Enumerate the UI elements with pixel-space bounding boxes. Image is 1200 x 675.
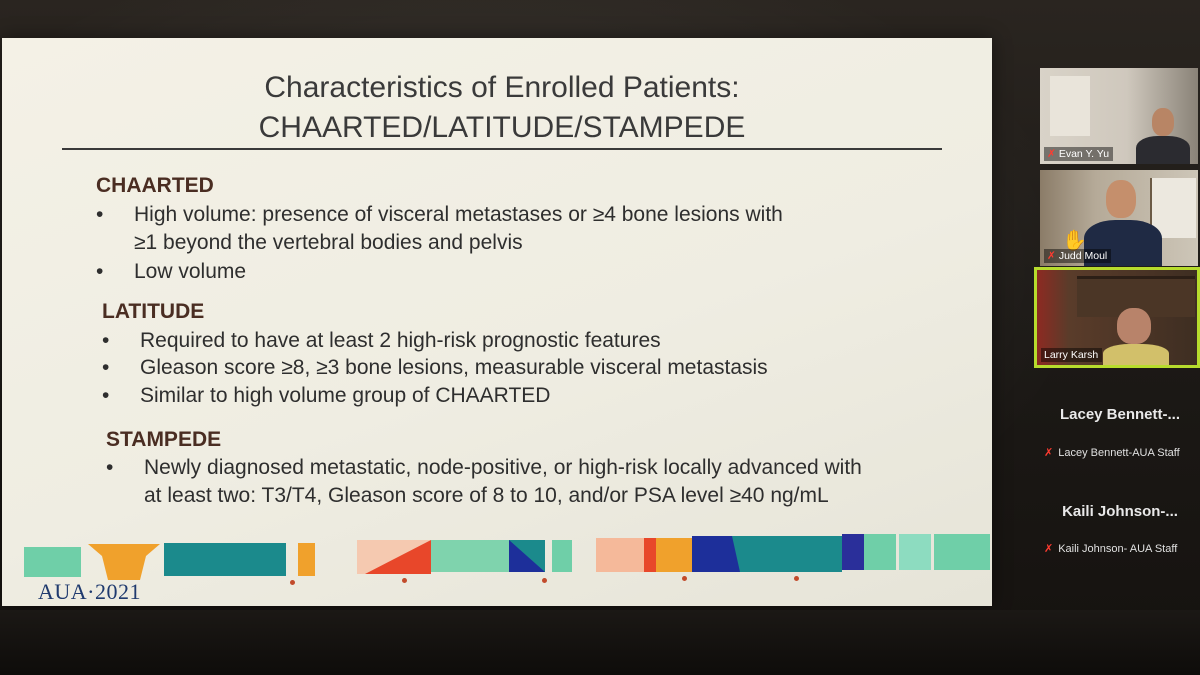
bullet-dot: • — [96, 260, 104, 283]
bullet-dot: • — [96, 203, 104, 226]
bullet-text: Similar to high volume group of CHAARTED — [140, 384, 551, 407]
participant-body — [1103, 344, 1169, 365]
deco-block — [842, 534, 864, 570]
deco-block — [552, 540, 572, 572]
mic-muted-icon: ✗ — [1047, 250, 1056, 262]
participant-name-label: Larry Karsh — [1041, 348, 1103, 362]
bullet-text: High volume: presence of visceral metast… — [134, 203, 783, 226]
deco-block — [644, 538, 656, 572]
bullet-dot: • — [102, 356, 110, 379]
deco-block — [934, 534, 990, 570]
participant-head — [1117, 308, 1151, 344]
bullet-text: ≥1 beyond the vertebral bodies and pelvi… — [134, 231, 523, 254]
mic-muted-icon: ✗ — [1044, 447, 1054, 459]
participant-name-lacey[interactable]: Lacey Bennett-... — [1059, 406, 1181, 423]
participant-name-kaili[interactable]: Kaili Johnson-... — [1062, 503, 1178, 520]
bullet-dot: • — [102, 329, 110, 352]
section-heading-stampede: STAMPEDE — [106, 428, 222, 451]
background-wall — [1050, 76, 1090, 136]
mic-muted-icon: ✗ — [1047, 148, 1056, 160]
section-heading-latitude: LATITUDE — [102, 300, 205, 323]
aua-2021-logo: AUA·2021 — [38, 579, 141, 604]
deco-block — [24, 547, 81, 577]
slide-title-line-1: Characteristics of Enrolled Patients: — [264, 71, 740, 104]
bullet-text: Required to have at least 2 high-risk pr… — [140, 329, 661, 352]
deco-block — [864, 534, 896, 570]
deco-triangle-block — [509, 540, 545, 572]
deco-dot — [402, 578, 407, 583]
background-bookshelf — [1150, 178, 1196, 238]
deco-block — [431, 540, 509, 572]
deco-block — [656, 538, 692, 572]
deco-block — [298, 543, 315, 576]
deco-dot — [794, 576, 799, 581]
participant-body — [1136, 136, 1190, 164]
presentation-slide: Characteristics of Enrolled Patients: CH… — [2, 38, 992, 606]
bullet-text: Newly diagnosed metastatic, node-positiv… — [144, 456, 862, 479]
bullet-text: Gleason score ≥8, ≥3 bone lesions, measu… — [140, 356, 768, 379]
participant-full-name: Kaili Johnson- AUA Staff — [1058, 543, 1178, 555]
participant-label-kaili: ✗ Kaili Johnson- AUA Staff — [1040, 542, 1200, 555]
deco-block — [740, 536, 842, 572]
deco-dot — [290, 580, 295, 585]
participant-name: Larry Karsh — [1044, 349, 1099, 361]
section-heading-chaarted: CHAARTED — [96, 174, 214, 197]
participant-name-label: ✗ Evan Y. Yu — [1044, 147, 1114, 161]
deco-block — [899, 534, 931, 570]
participant-name: Evan Y. Yu — [1058, 148, 1110, 160]
title-divider — [62, 148, 942, 150]
participant-tile-larry-active[interactable]: Larry Karsh — [1034, 267, 1200, 368]
participant-name-label: ✗ Judd Moul — [1044, 249, 1112, 263]
monitor-bezel-bottom — [0, 610, 1200, 675]
slide-title-line-2: CHAARTED/LATITUDE/STAMPEDE — [258, 111, 746, 144]
participant-body — [1084, 220, 1162, 266]
participant-head — [1152, 108, 1174, 136]
deco-triangle-block — [692, 536, 740, 572]
deco-dot — [542, 578, 547, 583]
bullet-text: Low volume — [134, 260, 247, 283]
deco-triangle-block — [357, 540, 431, 574]
mic-muted-icon: ✗ — [1044, 543, 1054, 555]
participant-full-name: Lacey Bennett-AUA Staff — [1058, 447, 1180, 459]
participant-label-lacey: ✗ Lacey Bennett-AUA Staff — [1040, 446, 1200, 459]
bullet-text: at least two: T3/T4, Gleason score of 8 … — [144, 484, 829, 507]
deco-dot — [682, 576, 687, 581]
participant-name: Judd Moul — [1058, 250, 1108, 262]
participant-tile-evan[interactable]: ✗ Evan Y. Yu — [1040, 68, 1198, 164]
bullet-dot: • — [102, 384, 110, 407]
deco-block — [164, 543, 286, 576]
participant-tile-judd[interactable]: ✋ ✗ Judd Moul — [1040, 170, 1198, 266]
raised-hand-icon: ✋ — [1062, 230, 1087, 252]
slide-title: Characteristics of Enrolled Patients: CH… — [62, 68, 942, 148]
bullet-dot: • — [106, 456, 114, 479]
participant-head — [1106, 180, 1136, 218]
deco-anvil-shape — [88, 544, 160, 580]
deco-block — [596, 538, 644, 572]
